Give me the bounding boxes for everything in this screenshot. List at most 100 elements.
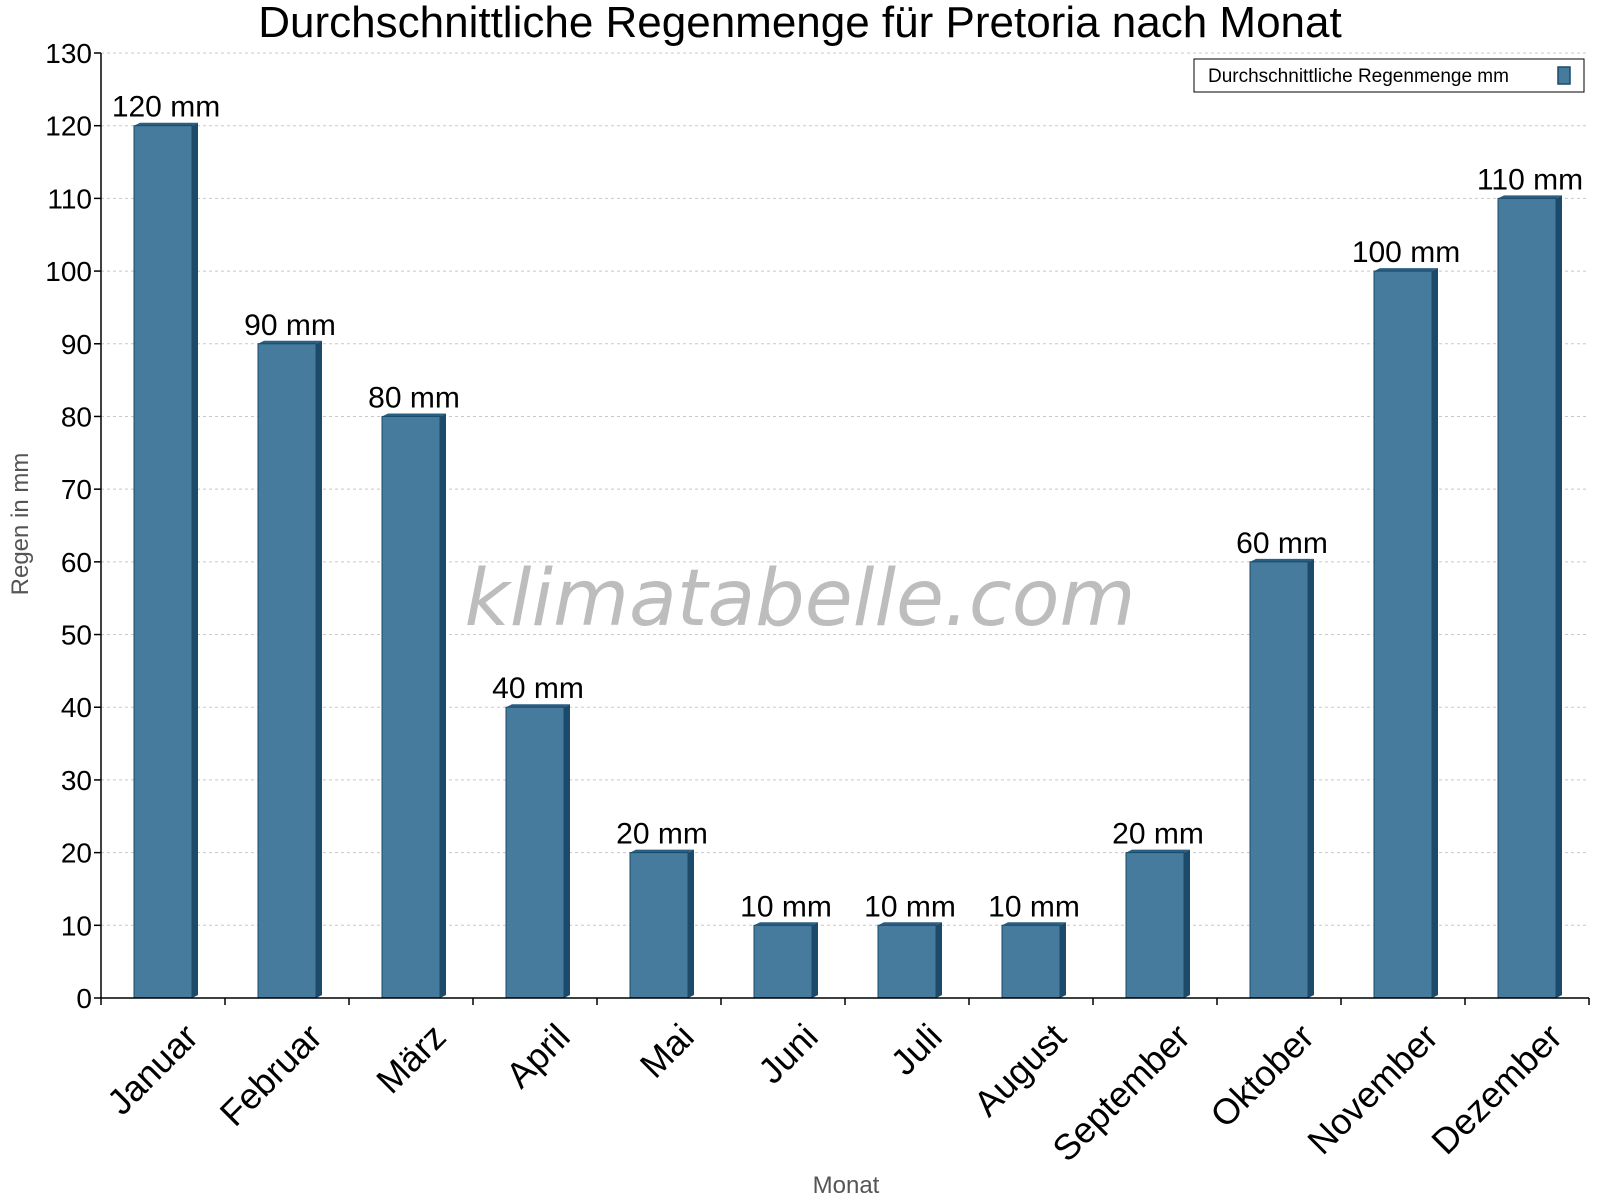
bar-november — [1373, 268, 1438, 999]
bar-top — [506, 704, 570, 708]
data-label: 10 mm — [864, 890, 956, 923]
y-tick-label: 130 — [45, 38, 92, 69]
y-tick-labels: 0 10 20 30 40 50 60 70 80 90 100 110 120 130 — [45, 38, 92, 1014]
bar-side — [936, 922, 942, 998]
bar-top — [1374, 268, 1438, 272]
y-tick-label: 70 — [61, 474, 92, 505]
bar-side — [1556, 195, 1562, 998]
bar-front — [1497, 197, 1557, 999]
watermark: klimatabelle.com — [465, 554, 1136, 644]
bar-top — [754, 922, 818, 926]
x-tick-labels: Januar Februar März April Mai Juni Juli AugustS… — [99, 1016, 1570, 1170]
y-tick-label: 0 — [76, 983, 92, 1014]
x-tick-label: Juni — [750, 1016, 826, 1092]
legend-box — [1193, 58, 1585, 93]
y-tick-label: 100 — [45, 256, 92, 287]
bar-side — [564, 704, 570, 998]
bar-august — [1001, 922, 1066, 999]
bar-side — [1432, 268, 1438, 999]
chart-title: Durchschnittliche Regenmenge für Pretori… — [258, 0, 1341, 47]
bar-front — [133, 125, 193, 999]
y-tick-label: 40 — [61, 692, 92, 723]
bar-januar — [133, 122, 198, 999]
axes — [94, 52, 1590, 1005]
legend-swatch — [1557, 66, 1571, 85]
y-tick-label: 110 — [47, 183, 92, 214]
data-label: 110 mm — [1477, 163, 1583, 196]
x-tick-label: Januar — [99, 1016, 206, 1123]
bar-front — [1125, 852, 1185, 999]
bar-front — [877, 924, 937, 999]
y-tick-label: 60 — [61, 547, 92, 578]
bar-front — [257, 343, 317, 999]
bar-oktober — [1249, 558, 1314, 999]
data-label: 10 mm — [988, 890, 1080, 923]
data-label: 90 mm — [244, 309, 336, 342]
legend: Durchschnittliche Regenmenge mm — [1193, 58, 1585, 93]
bar-top — [1250, 558, 1314, 562]
bar-side — [440, 413, 446, 998]
bar-juni — [753, 922, 818, 999]
bar-side — [192, 122, 198, 998]
y-tick-label: 30 — [61, 765, 92, 796]
x-tick-label: Juli — [883, 1016, 950, 1083]
bar-front — [505, 706, 565, 999]
bar-dezember — [1497, 195, 1562, 999]
data-label: 100 mm — [1352, 236, 1460, 269]
x-tick-label: Dezember — [1423, 1016, 1569, 1162]
bar-top — [382, 413, 446, 417]
bar-april — [505, 704, 570, 999]
bar-front — [629, 852, 689, 999]
x-tick-label: November — [1299, 1016, 1445, 1162]
data-label: 80 mm — [368, 381, 460, 414]
x-tick-label: August — [966, 1016, 1074, 1124]
x-tick-label: Mai — [632, 1016, 702, 1086]
bar-side — [812, 922, 818, 998]
bar-side — [1060, 922, 1066, 998]
bars — [133, 122, 1562, 999]
bar-top — [258, 340, 322, 344]
data-label: 20 mm — [1112, 818, 1204, 851]
y-tick-label: 50 — [61, 620, 92, 651]
bar-top — [1002, 922, 1066, 926]
y-tick-label: 90 — [61, 329, 92, 360]
x-tick-label: März — [368, 1016, 454, 1102]
bar-front — [1373, 270, 1433, 999]
bar-top — [1126, 849, 1190, 853]
data-label: 40 mm — [492, 672, 584, 705]
y-tick-label: 120 — [45, 111, 92, 142]
y-axis-label: Regen in mm — [7, 453, 34, 596]
bar-side — [688, 849, 694, 998]
bar-top — [134, 122, 198, 126]
y-tick-label: 80 — [61, 401, 92, 432]
bar-front — [1001, 924, 1061, 999]
bar-side — [1184, 849, 1190, 998]
bar-front — [753, 924, 813, 999]
x-tick-label: April — [498, 1016, 578, 1096]
bar-mai — [629, 849, 694, 999]
bar-top — [630, 849, 694, 853]
bar-juli — [877, 922, 942, 999]
y-tick-label: 20 — [61, 838, 92, 869]
bar-september — [1125, 849, 1190, 999]
bar-side — [316, 340, 322, 998]
legend-series-name: Durchschnittliche Regenmenge mm — [1208, 66, 1509, 87]
grid-lines — [101, 52, 1589, 926]
y-tick-label: 10 — [61, 910, 92, 941]
data-label: 20 mm — [616, 818, 708, 851]
bar-front — [381, 415, 441, 999]
bar-side — [1308, 558, 1314, 998]
x-tick-label: Oktober — [1202, 1016, 1322, 1136]
bar-top — [1498, 195, 1562, 199]
data-labels: 120 mm 90 mm 80 mm 40 mm 20 mm 10 mm 10 mm 10 m… — [112, 91, 1583, 924]
x-axis-label: Monat — [813, 1172, 880, 1199]
data-label: 10 mm — [740, 890, 832, 923]
bar-märz — [381, 413, 446, 999]
bar-februar — [257, 340, 322, 999]
data-label: 120 mm — [112, 91, 220, 124]
bar-top — [878, 922, 942, 926]
data-label: 60 mm — [1236, 527, 1328, 560]
x-tick-label: Februar — [212, 1016, 330, 1134]
bar-front — [1249, 561, 1309, 999]
